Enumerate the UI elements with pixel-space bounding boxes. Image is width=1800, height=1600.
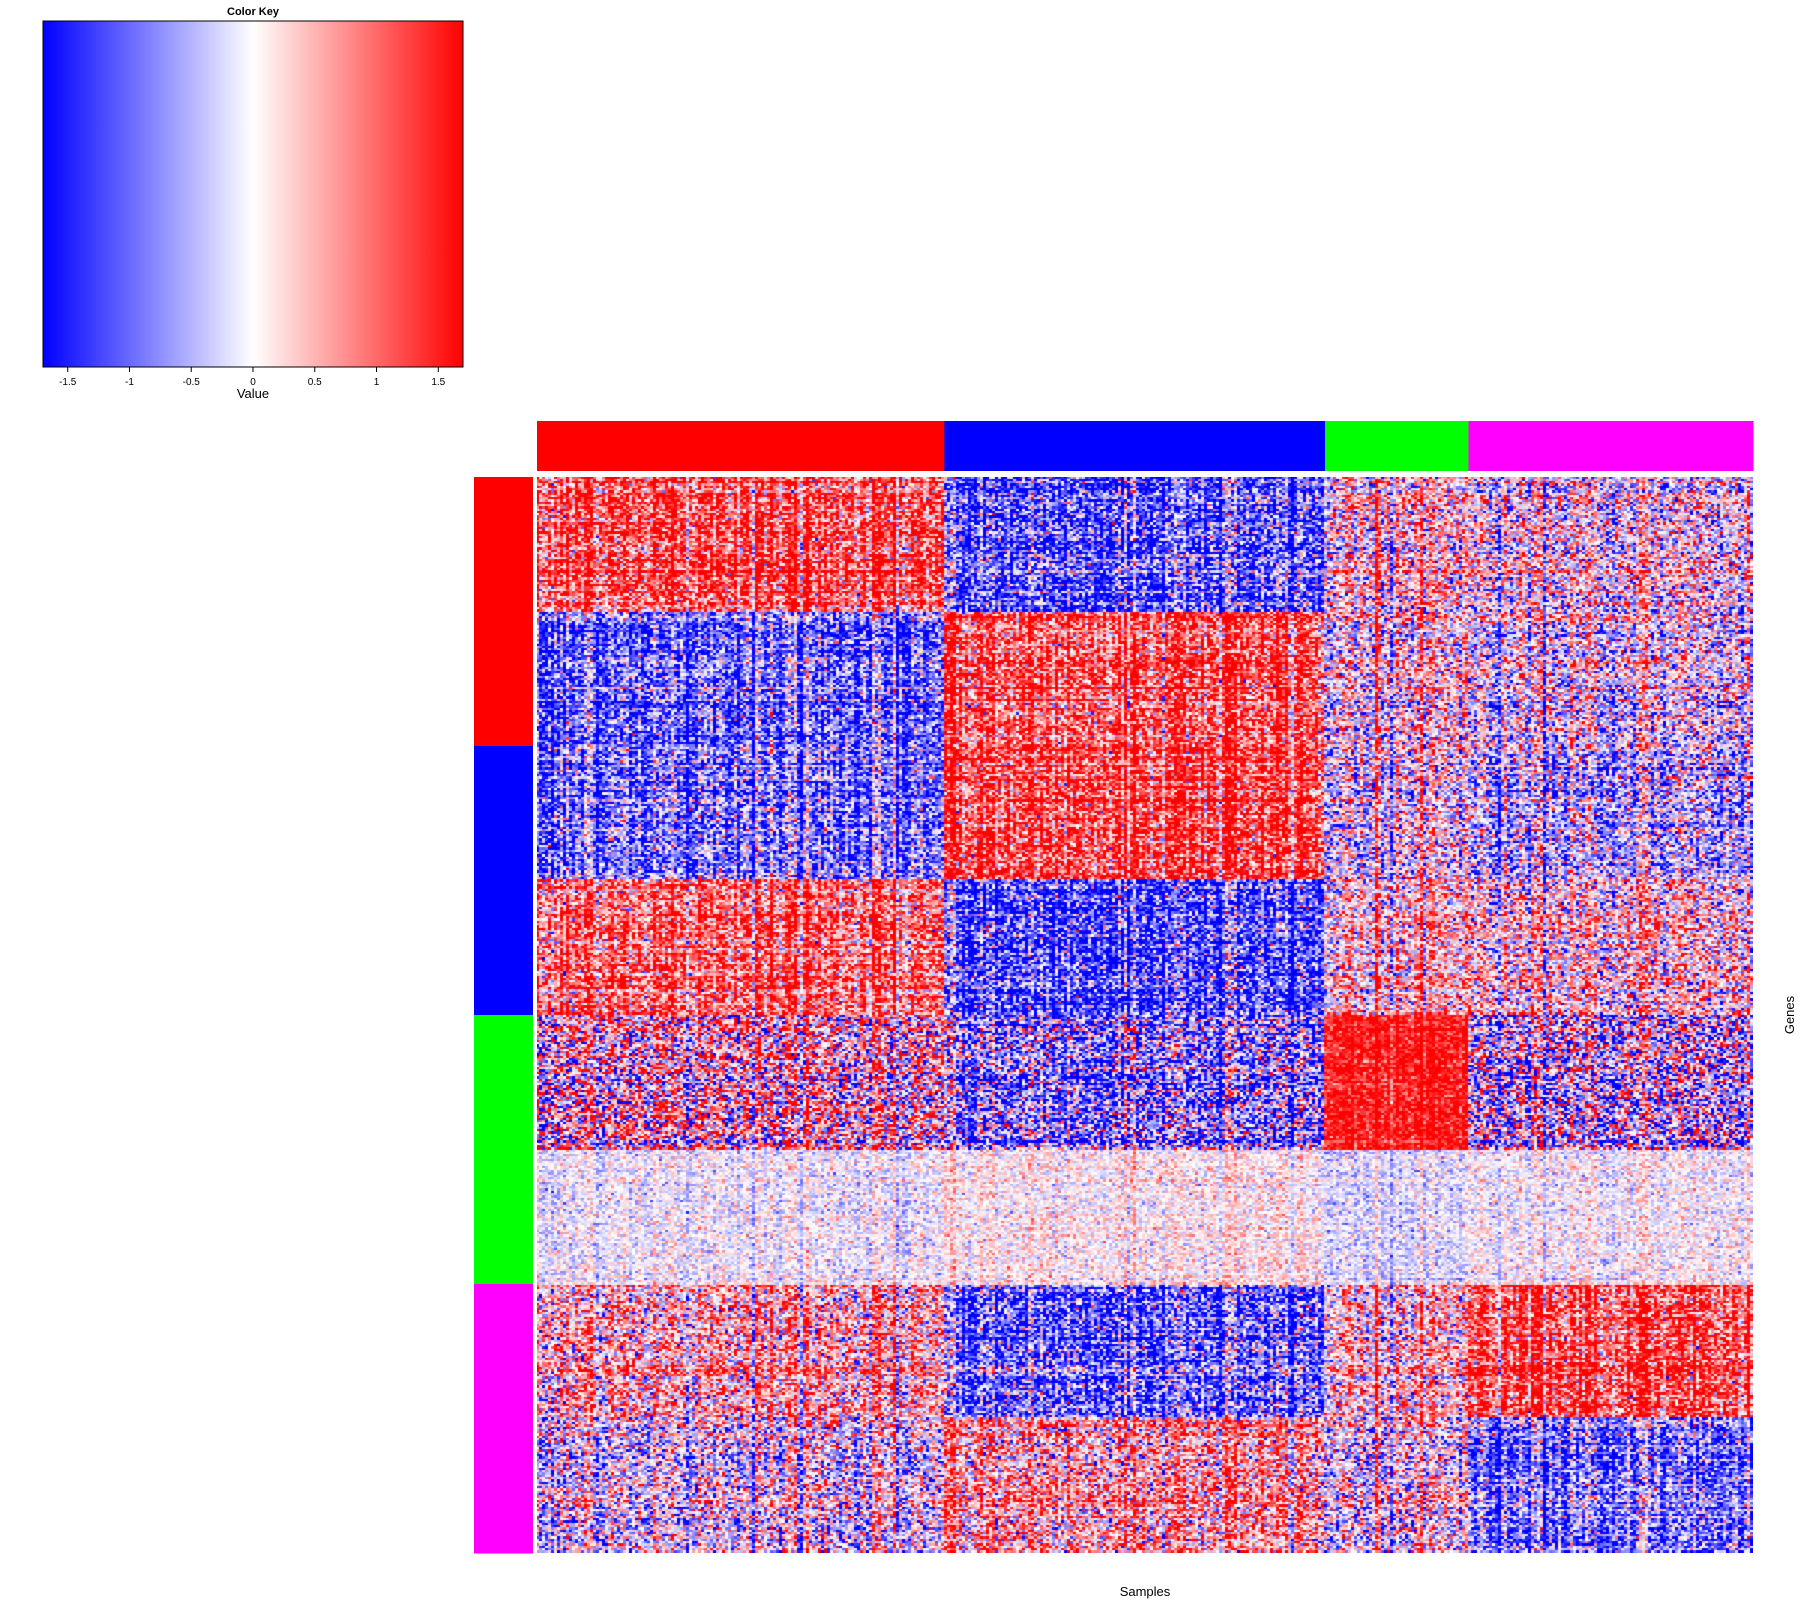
column-group-bar-3	[1324, 421, 1469, 471]
heatmap-body	[537, 477, 1753, 1553]
color-key-tick-label: 1.5	[431, 377, 445, 388]
row-side-colors	[474, 477, 533, 1554]
x-axis-label: Samples	[1120, 1584, 1171, 1599]
color-key-tick-label: -0.5	[183, 377, 201, 388]
column-group-bar-1	[537, 421, 945, 471]
heatmap-body-container	[537, 477, 1753, 1553]
row-group-bar-1	[474, 477, 533, 747]
color-key-title: Color Key	[227, 6, 280, 18]
y-axis-label: Genes	[1782, 995, 1797, 1034]
color-key-ticks: -1.5 -1 -0.5 0 0.5 1 1.5	[59, 367, 446, 388]
color-key-tick-label: 1	[374, 377, 380, 388]
row-group-bar-2	[474, 746, 533, 1016]
column-group-bar-2	[944, 421, 1326, 471]
color-key-tick-label: 0.5	[308, 377, 322, 388]
color-key-xlabel: Value	[237, 386, 269, 401]
color-key: Color Key -1.5 -1 -0.5 0 0.5 1 1.5 Value	[42, 6, 464, 401]
color-key-tick-label: 0	[250, 377, 256, 388]
color-key-gradient	[42, 20, 464, 368]
color-key-tick-label: -1	[125, 377, 134, 388]
column-group-bar-4	[1468, 421, 1754, 471]
color-key-tick-label: -1.5	[59, 377, 77, 388]
row-group-bar-3	[474, 1015, 533, 1285]
column-side-colors	[537, 421, 1754, 471]
row-group-bar-4	[474, 1284, 533, 1554]
